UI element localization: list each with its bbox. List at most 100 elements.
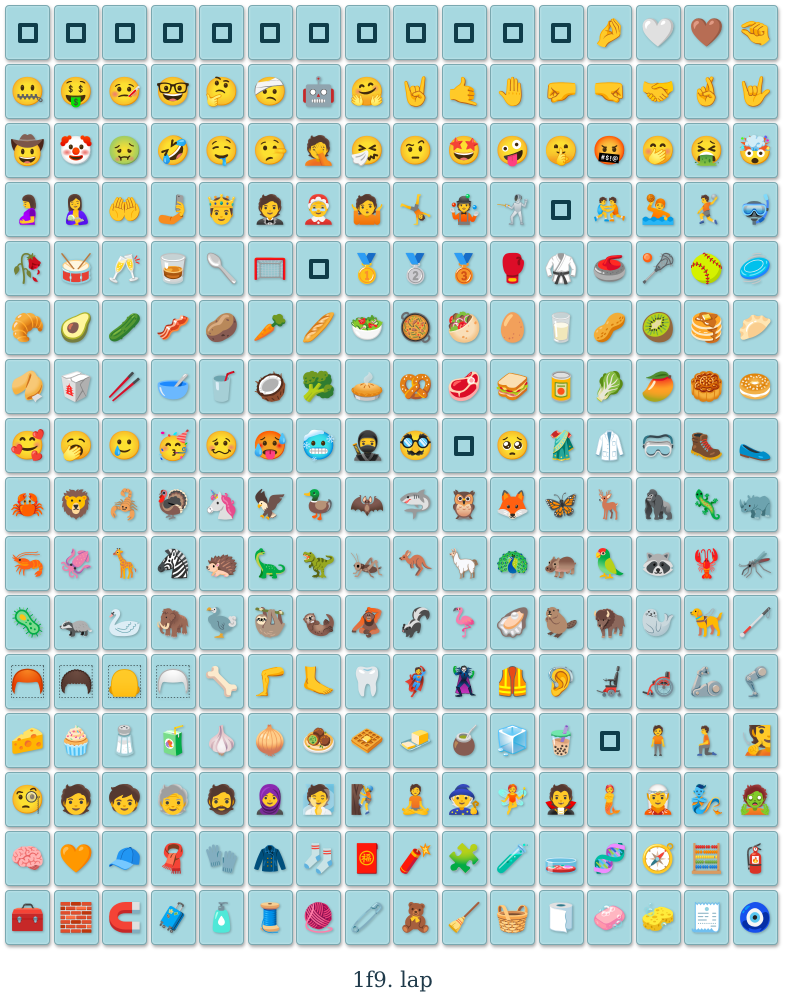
emoji-tile[interactable]: 🤴 — [199, 182, 244, 237]
emoji-tile[interactable] — [538, 5, 584, 60]
emoji-tile[interactable]: 🦳 — [150, 654, 196, 709]
emoji-tile[interactable]: 🤵 — [247, 182, 293, 237]
emoji-tile[interactable]: 🧱 — [53, 890, 99, 945]
emoji-tile[interactable]: 🤼 — [587, 182, 632, 237]
emoji-tile[interactable]: 🦐 — [5, 536, 50, 591]
emoji-tile[interactable]: 🦹 — [441, 654, 487, 709]
emoji-tile[interactable]: 🧔 — [199, 772, 244, 827]
emoji-tile[interactable]: 🤛 — [538, 64, 584, 119]
emoji-tile[interactable]: 🧃 — [150, 713, 196, 768]
emoji-tile[interactable]: 🤐 — [5, 64, 50, 119]
emoji-tile[interactable]: 🦨 — [393, 595, 438, 650]
emoji-tile[interactable]: 🥃 — [150, 241, 196, 296]
emoji-tile[interactable]: 🦱 — [53, 654, 99, 709]
emoji-tile[interactable]: 🦽 — [635, 654, 681, 709]
emoji-tile[interactable]: 🧡 — [53, 831, 99, 886]
emoji-tile[interactable]: 🤤 — [199, 123, 244, 178]
emoji-tile[interactable]: 🤱 — [53, 182, 99, 237]
emoji-tile[interactable]: 🤞 — [684, 64, 729, 119]
emoji-tile[interactable]: 🦣 — [150, 595, 196, 650]
emoji-tile[interactable]: 🥿 — [732, 418, 778, 473]
emoji-tile[interactable]: 🥽 — [635, 418, 681, 473]
emoji-tile[interactable]: 🤢 — [102, 123, 147, 178]
emoji-tile[interactable]: 🦇 — [344, 477, 390, 532]
emoji-tile[interactable]: 🧐 — [5, 772, 50, 827]
emoji-tile[interactable]: 🧠 — [5, 831, 50, 886]
emoji-tile[interactable]: 🧤 — [199, 831, 244, 886]
emoji-tile[interactable]: 🤬 — [587, 123, 632, 178]
emoji-tile[interactable]: 🤩 — [441, 123, 487, 178]
emoji-tile[interactable]: 🦶 — [296, 654, 341, 709]
emoji-tile[interactable]: 🤔 — [199, 64, 244, 119]
emoji-tile[interactable]: 🥖 — [296, 300, 341, 355]
emoji-tile[interactable]: 🦎 — [684, 477, 729, 532]
emoji-tile[interactable]: 🧏 — [732, 713, 778, 768]
emoji-tile[interactable]: 🥵 — [247, 418, 293, 473]
emoji-tile[interactable]: 🧿 — [732, 890, 778, 945]
emoji-tile[interactable]: 🧋 — [538, 713, 584, 768]
emoji-tile[interactable]: 🧫 — [538, 831, 584, 886]
emoji-tile[interactable]: 🥓 — [150, 300, 196, 355]
emoji-tile[interactable]: 🤯 — [732, 123, 778, 178]
emoji-tile[interactable]: 🥜 — [587, 300, 632, 355]
emoji-tile[interactable]: 🥫 — [538, 359, 584, 414]
emoji-tile[interactable]: 🤳 — [150, 182, 196, 237]
emoji-tile[interactable]: 🥑 — [53, 300, 99, 355]
emoji-tile[interactable] — [199, 5, 244, 60]
emoji-tile[interactable]: 🧼 — [587, 890, 632, 945]
emoji-tile[interactable] — [150, 5, 196, 60]
emoji-tile[interactable]: 🧛 — [538, 772, 584, 827]
emoji-tile[interactable]: 🤡 — [53, 123, 99, 178]
emoji-tile[interactable]: 🤮 — [684, 123, 729, 178]
emoji-tile[interactable]: 🥉 — [441, 241, 487, 296]
emoji-tile[interactable]: 🧻 — [538, 890, 584, 945]
emoji-tile[interactable]: 🥩 — [441, 359, 487, 414]
emoji-tile[interactable]: 🥗 — [344, 300, 390, 355]
emoji-tile[interactable]: 🦟 — [732, 536, 778, 591]
emoji-tile[interactable]: 🥐 — [5, 300, 50, 355]
emoji-tile[interactable]: 🧒 — [102, 772, 147, 827]
emoji-tile[interactable]: 🦃 — [150, 477, 196, 532]
emoji-tile[interactable]: 🧚 — [490, 772, 535, 827]
emoji-tile[interactable]: 🧙 — [441, 772, 487, 827]
emoji-tile[interactable]: 🥠 — [5, 359, 50, 414]
emoji-tile[interactable]: 🥛 — [538, 300, 584, 355]
emoji-tile[interactable]: 🦁 — [53, 477, 99, 532]
emoji-tile[interactable]: 🧕 — [247, 772, 293, 827]
emoji-tile[interactable]: 🤶 — [296, 182, 341, 237]
emoji-tile[interactable]: 🥎 — [684, 241, 729, 296]
emoji-tile[interactable]: 🦾 — [684, 654, 729, 709]
emoji-tile[interactable] — [53, 5, 99, 60]
emoji-tile[interactable]: 🧳 — [150, 890, 196, 945]
emoji-tile[interactable]: 🦔 — [199, 536, 244, 591]
emoji-tile[interactable] — [587, 713, 632, 768]
emoji-tile[interactable]: 🧷 — [344, 890, 390, 945]
emoji-tile[interactable]: 🦋 — [538, 477, 584, 532]
emoji-tile[interactable]: 🤠 — [5, 123, 50, 178]
emoji-tile[interactable]: 🧾 — [684, 890, 729, 945]
emoji-tile[interactable]: 🤾 — [684, 182, 729, 237]
emoji-tile[interactable]: 🧇 — [344, 713, 390, 768]
emoji-tile[interactable]: 🤰 — [5, 182, 50, 237]
emoji-tile[interactable]: 🥞 — [684, 300, 729, 355]
emoji-tile[interactable] — [490, 5, 535, 60]
emoji-tile[interactable]: 🦲 — [102, 654, 147, 709]
emoji-tile[interactable]: 🤗 — [344, 64, 390, 119]
emoji-tile[interactable]: 🧸 — [393, 890, 438, 945]
emoji-tile[interactable]: 🦂 — [102, 477, 147, 532]
emoji-tile[interactable]: 🧜 — [587, 772, 632, 827]
emoji-tile[interactable]: 🥦 — [296, 359, 341, 414]
emoji-tile[interactable]: 🥸 — [393, 418, 438, 473]
emoji-tile[interactable]: 🦧 — [344, 595, 390, 650]
emoji-tile[interactable]: 🥳 — [150, 418, 196, 473]
emoji-tile[interactable]: 🥲 — [102, 418, 147, 473]
emoji-tile[interactable]: 🤑 — [53, 64, 99, 119]
emoji-tile[interactable]: 🥌 — [587, 241, 632, 296]
emoji-tile[interactable]: 🥀 — [5, 241, 50, 296]
emoji-tile[interactable]: 🥚 — [490, 300, 535, 355]
emoji-tile[interactable]: 🤕 — [247, 64, 293, 119]
emoji-tile[interactable]: 🧈 — [393, 713, 438, 768]
emoji-tile[interactable]: 🧨 — [393, 831, 438, 886]
emoji-tile[interactable]: 🤘 — [393, 64, 438, 119]
emoji-tile[interactable]: 🥶 — [296, 418, 341, 473]
